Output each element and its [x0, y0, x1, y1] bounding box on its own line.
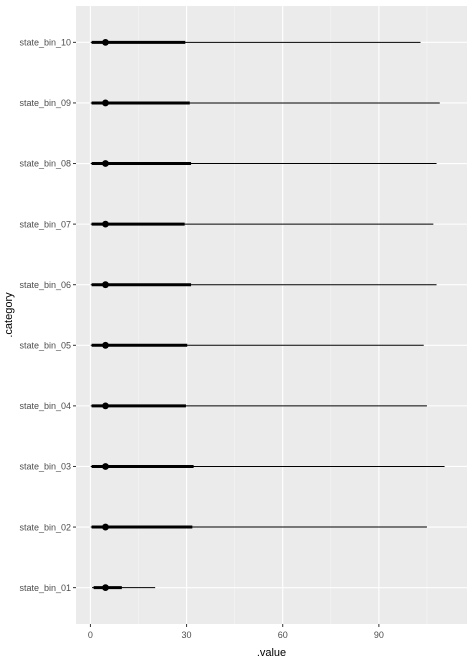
x-tick-label: 90	[374, 630, 384, 640]
point-estimate	[102, 523, 109, 531]
y-tick-label: state_bin_02	[19, 522, 71, 532]
point-estimate	[102, 341, 109, 349]
interval-state_bin_06	[90, 281, 437, 289]
interval-state_bin_10	[90, 38, 421, 46]
interval-state_bin_07	[90, 220, 434, 228]
x-tick-label: 60	[278, 630, 288, 640]
point-estimate	[102, 99, 109, 107]
data-marks	[90, 38, 445, 592]
interval-state_bin_02	[90, 523, 427, 531]
interval-state_bin_04	[90, 402, 427, 410]
y-tick-label: state_bin_01	[19, 583, 71, 593]
y-axis-title: .category	[3, 292, 15, 338]
x-axis-title: .value	[257, 647, 286, 659]
point-estimate	[102, 402, 109, 410]
point-estimate	[102, 38, 109, 46]
y-tick-label: state_bin_10	[19, 38, 71, 48]
point-estimate	[102, 463, 109, 470]
y-tick-label: state_bin_03	[19, 462, 71, 472]
point-estimate	[102, 160, 109, 167]
y-tick-label: state_bin_08	[19, 159, 71, 169]
point-estimate	[102, 281, 109, 289]
x-tick-label: 30	[182, 630, 192, 640]
y-tick-label: state_bin_07	[19, 219, 71, 229]
y-tick-label: state_bin_09	[19, 98, 71, 108]
x-tick-label: 0	[88, 630, 93, 640]
interval-state_bin_05	[90, 341, 424, 349]
y-tick-label: state_bin_04	[19, 401, 71, 411]
interval-state_bin_08	[90, 160, 437, 167]
interval-state_bin_03	[90, 463, 445, 470]
plot-panel	[76, 6, 467, 624]
x-axis: 0 30 60 90	[88, 624, 384, 640]
y-tick-label: state_bin_06	[19, 280, 71, 290]
y-tick-label: state_bin_05	[19, 340, 71, 350]
point-estimate	[102, 584, 109, 592]
interval-state_bin_09	[90, 99, 440, 107]
point-estimate	[102, 220, 109, 228]
interval-state_bin_01	[92, 584, 156, 592]
y-axis: state_bin_01 state_bin_02 state_bin_03 stat…	[19, 38, 76, 593]
